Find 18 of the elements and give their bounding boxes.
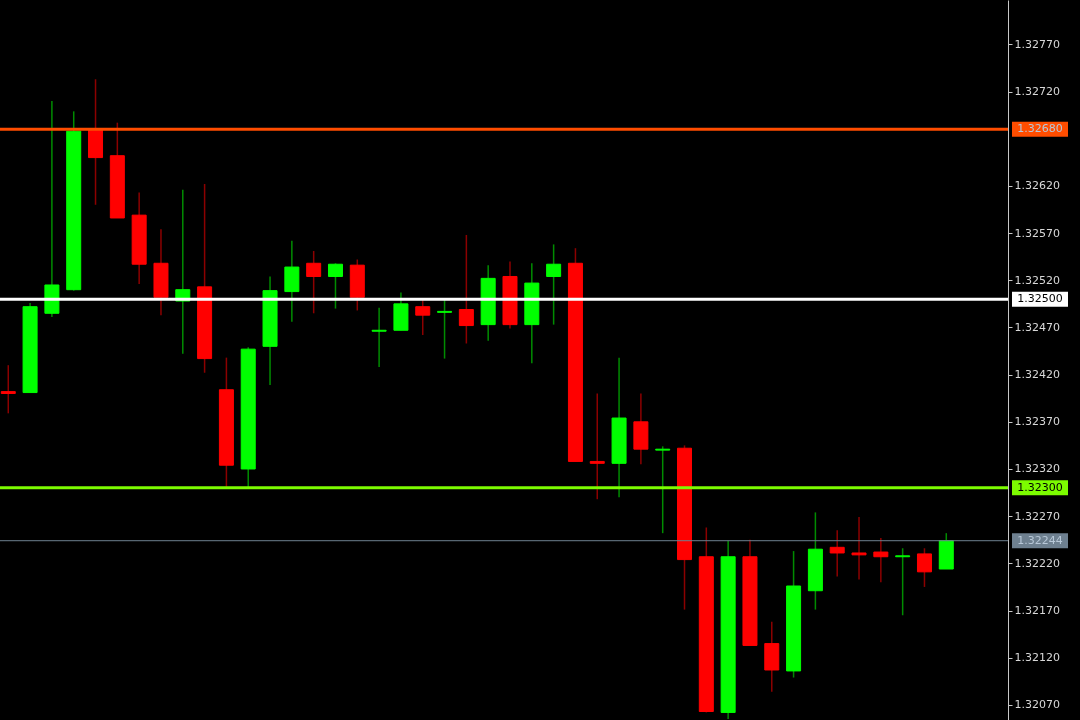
ref-line-label: 1.32244 [1017,533,1063,547]
y-tick-label: 1.32420 [1014,368,1060,382]
y-tick-label: 1.32470 [1014,320,1060,334]
y-tick-label: 1.32370 [1014,415,1060,429]
y-tick-label: 1.32170 [1014,604,1060,618]
y-tick-label: 1.32320 [1014,462,1060,476]
ref-line-label: 1.32300 [1017,480,1063,494]
y-tick-label: 1.32120 [1014,651,1060,665]
y-tick-label: 1.32770 [1014,37,1060,51]
ref-line-label: 1.32680 [1017,122,1063,136]
y-tick-label: 1.32220 [1014,556,1060,570]
ref-line-label: 1.32500 [1017,292,1063,306]
y-tick-label: 1.32070 [1014,698,1060,712]
y-tick-label: 1.32620 [1014,179,1060,193]
y-tick-label: 1.32720 [1014,85,1060,99]
y-tick-label: 1.32570 [1014,226,1060,240]
y-tick-label: 1.32270 [1014,509,1060,523]
y-tick-label: 1.32520 [1014,273,1060,287]
